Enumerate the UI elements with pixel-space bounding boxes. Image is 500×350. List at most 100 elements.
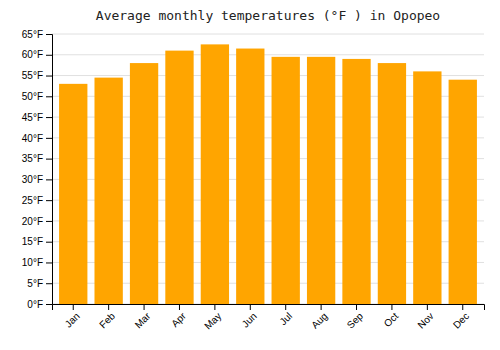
y-tick: 40°F: [22, 133, 52, 144]
tick-mark: [179, 304, 180, 310]
chart: 0°F 5°F 10°F 15°F 20°F 25°F 30°F 35°F 40°F 45°F 50…: [0, 0, 500, 350]
tick-label: Oct: [382, 310, 401, 329]
x-tick: Dec: [451, 304, 471, 331]
tick-mark: [46, 221, 52, 222]
tick-mark: [46, 138, 52, 139]
tick-mark: [321, 304, 322, 310]
x-tick: Aug: [309, 304, 329, 331]
tick-label: 35°F: [22, 153, 43, 164]
tick-mark: [46, 283, 52, 284]
tick-mark: [144, 304, 145, 310]
x-tick: Jan: [63, 304, 82, 330]
tick-label: 60°F: [22, 49, 43, 60]
tick-mark: [46, 34, 52, 35]
tick-mark: [427, 304, 428, 310]
tick-label: 50°F: [22, 91, 43, 102]
x-tick: Jun: [240, 304, 259, 330]
tick-mark: [46, 55, 52, 56]
x-tick: Jul: [277, 304, 294, 327]
tick-label: Jan: [63, 310, 82, 329]
bar: [378, 63, 406, 304]
tick-mark: [46, 76, 52, 77]
y-tick: 20°F: [22, 216, 52, 227]
y-tick: 60°F: [22, 49, 52, 60]
tick-mark: [46, 262, 52, 263]
tick-label: 55°F: [22, 70, 43, 81]
y-tick: 45°F: [22, 112, 52, 123]
x-tick: Apr: [169, 304, 188, 329]
grid-line: [52, 54, 484, 55]
tick-mark: [108, 304, 109, 310]
tick-mark: [250, 304, 251, 310]
tick-label: 10°F: [22, 257, 43, 268]
tick-label: 40°F: [22, 133, 43, 144]
x-tick: Nov: [415, 304, 435, 331]
tick-label: Jun: [240, 310, 259, 329]
bar: [130, 63, 158, 304]
bar: [59, 84, 87, 304]
x-tick: Sep: [345, 304, 366, 331]
y-tick: 10°F: [22, 257, 52, 268]
x-tick: Oct: [382, 304, 401, 329]
bar: [307, 57, 335, 304]
x-axis: Jan Feb Mar Apr May Jun Jul Aug Sep Oct Nov Dec: [53, 304, 485, 332]
tick-mark: [46, 242, 52, 243]
tick-mark: [285, 304, 286, 310]
tick-label: 65°F: [22, 29, 43, 40]
x-tick: May: [202, 304, 223, 332]
tick-mark: [214, 304, 215, 310]
y-tick: 55°F: [22, 70, 52, 81]
grid: [52, 34, 484, 304]
x-tick: Mar: [133, 304, 153, 330]
bar: [272, 57, 300, 304]
tick-mark: [46, 159, 52, 160]
y-axis: 0°F 5°F 10°F 15°F 20°F 25°F 30°F 35°F 40°F 45°F 50…: [22, 29, 53, 310]
chart-container: 0°F 5°F 10°F 15°F 20°F 25°F 30°F 35°F 40°F 45°F 50…: [0, 0, 500, 350]
tick-mark: [73, 304, 74, 310]
y-tick: 25°F: [22, 195, 52, 206]
y-tick: 0°F: [27, 299, 52, 310]
bar: [165, 51, 193, 304]
tick-label: 5°F: [27, 278, 43, 289]
bar: [342, 59, 370, 304]
bar: [236, 49, 264, 304]
y-tick: 30°F: [22, 174, 52, 185]
axis-line: [53, 305, 485, 311]
y-tick: 15°F: [22, 236, 52, 247]
title: Average monthly temperatures (°F ) in Op…: [96, 8, 440, 23]
tick-label: Feb: [97, 310, 117, 330]
tick-label: Jul: [277, 310, 294, 327]
tick-label: Sep: [345, 310, 366, 331]
tick-label: 15°F: [22, 236, 43, 247]
tick-label: Aug: [309, 310, 329, 330]
y-tick: 35°F: [22, 153, 52, 164]
tick-label: 45°F: [22, 112, 43, 123]
y-tick: 5°F: [27, 278, 52, 289]
tick-label: 0°F: [27, 299, 43, 310]
bar: [201, 44, 229, 304]
bar: [94, 78, 122, 304]
tick-label: Dec: [451, 310, 471, 330]
tick-label: 20°F: [22, 216, 43, 227]
tick-label: 25°F: [22, 195, 43, 206]
x-tick: Feb: [97, 304, 117, 330]
tick-mark: [46, 117, 52, 118]
tick-mark: [46, 96, 52, 97]
tick-mark: [46, 200, 52, 201]
tick-label: Apr: [169, 310, 188, 329]
plot-area: [59, 44, 477, 304]
grid-line: [52, 34, 484, 35]
bar: [413, 71, 441, 304]
tick-mark: [46, 304, 52, 305]
tick-label: May: [202, 310, 223, 331]
tick-mark: [391, 304, 392, 310]
bar: [449, 80, 477, 304]
tick-mark: [356, 304, 357, 310]
tick-label: Mar: [133, 310, 153, 330]
tick-mark: [462, 304, 463, 310]
tick-label: Nov: [415, 310, 435, 330]
tick-label: 30°F: [22, 174, 43, 185]
y-tick: 50°F: [22, 91, 52, 102]
tick-mark: [46, 179, 52, 180]
y-tick: 65°F: [22, 29, 52, 40]
